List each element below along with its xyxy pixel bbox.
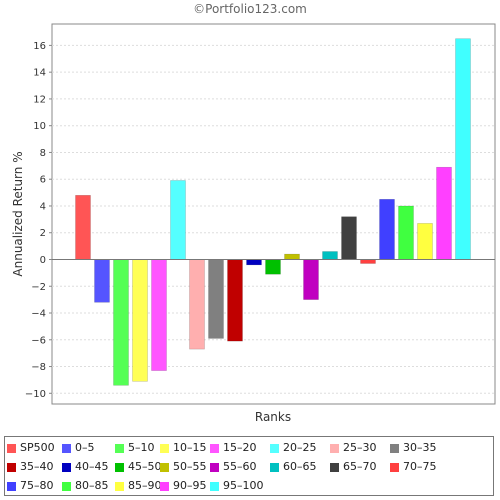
legend-swatch: [115, 482, 124, 491]
legend-swatch: [330, 463, 339, 472]
bar-1: [94, 259, 110, 303]
y-tick-label: −10: [25, 389, 46, 400]
bar-0: [75, 195, 91, 260]
legend-label: 20–25: [283, 441, 317, 454]
legend-label: 30–35: [403, 441, 437, 454]
bar-7: [208, 259, 224, 339]
legend-swatch: [7, 482, 16, 491]
bar-16: [379, 199, 395, 260]
bar-20: [455, 38, 471, 260]
legend-swatch: [270, 444, 279, 453]
legend-label: 50–55: [173, 460, 207, 473]
bars: [75, 38, 471, 386]
legend-label: 5–10: [128, 441, 155, 454]
y-tick-label: −8: [31, 362, 46, 373]
bar-18: [417, 223, 433, 260]
y-tick-label: 16: [33, 41, 46, 52]
legend-label: 35–40: [20, 460, 54, 473]
legend-label: SP500: [20, 441, 55, 454]
legend-label: 15–20: [223, 441, 257, 454]
legend-swatch: [390, 463, 399, 472]
legend-swatch: [210, 482, 219, 491]
legend-label: 45–50: [128, 460, 162, 473]
bar-2: [113, 259, 129, 386]
legend-swatch: [7, 463, 16, 472]
legend-swatch: [160, 463, 169, 472]
legend-swatch: [115, 463, 124, 472]
x-axis-title: Ranks: [255, 410, 291, 424]
legend-label: 10–15: [173, 441, 207, 454]
legend-label: 40–45: [75, 460, 109, 473]
bar-6: [189, 259, 205, 350]
y-tick-label: −2: [31, 282, 46, 293]
legend-label: 90–95: [173, 479, 207, 492]
y-tick-label: 2: [40, 228, 46, 239]
y-tick-label: 4: [40, 201, 46, 212]
y-tick-label: 0: [40, 255, 46, 266]
bar-5: [170, 180, 186, 260]
legend-swatch: [210, 444, 219, 453]
legend-label: 0–5: [75, 441, 95, 454]
watermark: ©Portfolio123.com: [193, 2, 307, 16]
bar-3: [132, 259, 148, 382]
bar-14: [341, 216, 357, 260]
legend-swatch: [160, 444, 169, 453]
bar-13: [322, 251, 338, 260]
legend-swatch: [390, 444, 399, 453]
bar-12: [303, 259, 319, 300]
y-tick-label: −4: [31, 309, 46, 320]
y-tick-label: −6: [31, 335, 46, 346]
bar-4: [151, 259, 167, 371]
legend-swatch: [62, 463, 71, 472]
y-tick-label: 6: [40, 175, 46, 186]
legend-label: 55–60: [223, 460, 257, 473]
y-tick-label: 12: [33, 94, 46, 105]
y-axis-title: Annualized Return %: [11, 151, 25, 276]
legend-swatch: [330, 444, 339, 453]
legend-swatch: [270, 463, 279, 472]
legend-label: 80–85: [75, 479, 109, 492]
bar-9: [246, 259, 262, 266]
bar-19: [436, 166, 452, 260]
legend-swatch: [115, 444, 124, 453]
bar-8: [227, 259, 243, 342]
legend-swatch: [160, 482, 169, 491]
legend: SP500 0–5 5–10 10–15 15–20 20–25 25–30 30–35 35–…: [4, 436, 494, 496]
legend-label: 95–100: [223, 479, 264, 492]
legend-swatch: [7, 444, 16, 453]
legend-label: 65–70: [343, 460, 377, 473]
legend-label: 85–90: [128, 479, 162, 492]
y-tick-label: 14: [33, 68, 46, 79]
y-axis: −10 −8 −6 −4 −2 0 2 4 6 8 10 12 14 16: [25, 41, 52, 400]
y-tick-label: 8: [40, 148, 46, 159]
bar-15: [360, 259, 376, 264]
bar-10: [265, 259, 281, 275]
legend-swatch: [62, 444, 71, 453]
y-tick-label: 10: [33, 121, 46, 132]
legend-label: 75–80: [20, 479, 54, 492]
legend-label: 60–65: [283, 460, 317, 473]
legend-swatch: [210, 463, 219, 472]
bar-11: [284, 253, 300, 260]
legend-swatch: [62, 482, 71, 491]
legend-label: 70–75: [403, 460, 437, 473]
bar-17: [398, 205, 414, 260]
legend-label: 25–30: [343, 441, 377, 454]
